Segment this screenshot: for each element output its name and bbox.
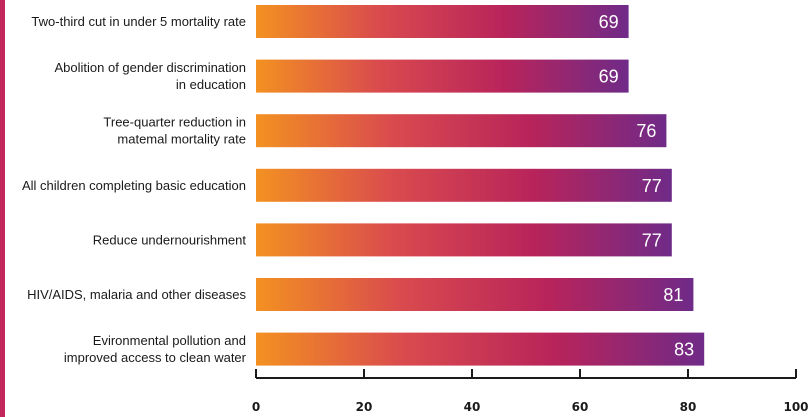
category-label: Evironmental pollution and improved acces… [64,333,247,365]
category-label: Reduce undernourishment [93,232,247,247]
bar [256,5,629,38]
bar-value-label: 83 [674,340,694,360]
category-label: Tree-quarter reduction in matemal mortali… [103,115,246,147]
x-axis: 0 20 40 60 80 100 [252,369,809,414]
bar [256,223,672,257]
category-labels: Two-third cut in under 5 mortality rate A… [22,14,247,365]
bar [256,168,672,202]
x-tick-label: 0 [252,400,260,414]
category-label: All children completing basic education [22,178,246,193]
bar [256,59,629,93]
category-label: Two-third cut in under 5 mortality rate [31,14,246,29]
bars-group: 69 69 76 77 77 81 83 [256,5,705,366]
bar-value-label: 69 [599,67,619,87]
bar-value-label: 77 [642,230,662,250]
x-tick-label: 60 [572,400,589,414]
bar-value-label: 76 [636,121,656,141]
bar-value-label: 81 [663,285,683,305]
bar-value-label: 69 [599,12,619,32]
category-label: HIV/AIDS, malaria and other diseases [27,287,246,302]
x-tick-label: 100 [783,400,808,414]
x-tick-label: 40 [464,400,481,414]
x-tick-label: 80 [680,400,697,414]
bar [256,332,705,366]
x-tick-label: 20 [356,400,373,414]
category-label: Abolition of gender discrimination in edu… [55,60,247,92]
bar [256,114,667,148]
accent-edge [0,0,5,417]
bar-value-label: 77 [642,176,662,196]
bar [256,278,694,311]
